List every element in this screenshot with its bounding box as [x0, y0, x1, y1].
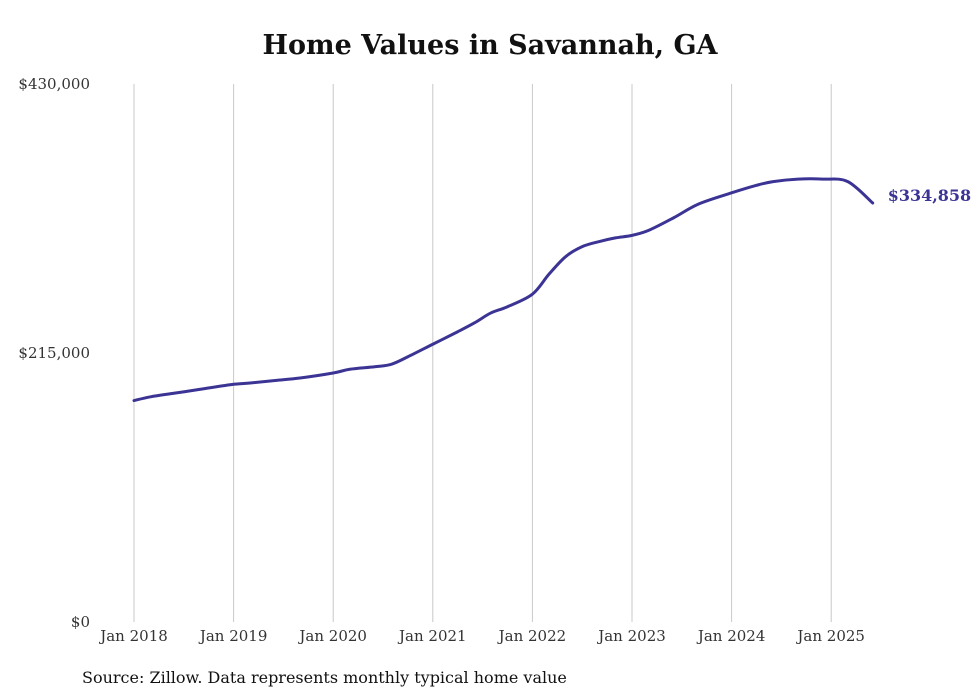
x-tick-label: Jan 2024	[696, 627, 766, 645]
x-tick-label: Jan 2018	[98, 627, 168, 645]
series-group: $334,858	[132, 177, 972, 403]
x-axis: Jan 2018 Jan 2019 Jan 2020 Jan 2021 Jan 2022…	[98, 627, 865, 645]
grid-lines	[133, 84, 832, 622]
x-tick-label: Jan 2020	[297, 627, 367, 645]
x-tick-label: Jan 2021	[397, 627, 467, 645]
x-tick-label: Jan 2022	[497, 627, 567, 645]
x-tick-label: Jan 2025	[795, 627, 865, 645]
x-tick-label: Jan 2023	[596, 627, 666, 645]
y-tick-label: $430,000	[18, 75, 90, 93]
x-tick-label: Jan 2019	[198, 627, 268, 645]
y-tick-label: $0	[71, 613, 90, 631]
end-value-label: $334,858	[888, 186, 972, 205]
series-line	[132, 177, 875, 403]
chart-title: Home Values in Savannah, GA	[262, 30, 718, 61]
y-axis: $0 $215,000 $430,000	[18, 75, 90, 631]
y-tick-label: $215,000	[18, 344, 90, 362]
source-note: Source: Zillow. Data represents monthly …	[82, 668, 567, 687]
